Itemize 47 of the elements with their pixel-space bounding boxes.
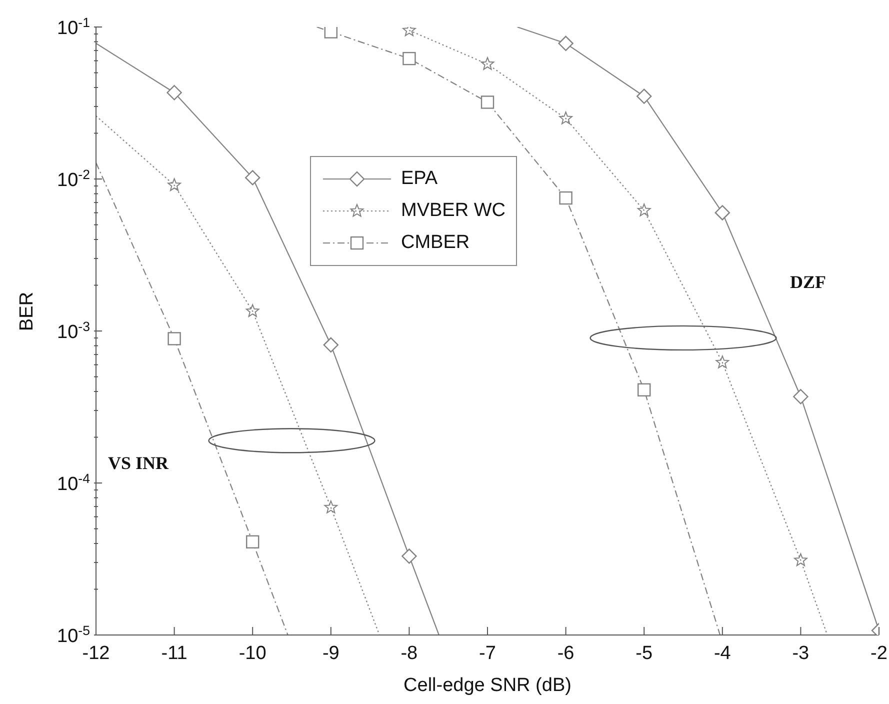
point — [716, 356, 730, 368]
point — [168, 178, 181, 191]
point — [559, 191, 572, 205]
x-tick-label: -2 — [870, 643, 888, 664]
point — [166, 85, 182, 100]
legend-label: EPA — [401, 168, 438, 190]
point — [480, 57, 494, 70]
x-tick-label: -3 — [792, 643, 810, 664]
y-axis-title: BER — [16, 292, 38, 331]
y-tick-label: 10$^{-3}$ — [57, 318, 90, 343]
point — [714, 205, 730, 220]
y-tick-label: 10$^{-4}$ — [57, 470, 90, 495]
annotation: DZF — [790, 272, 826, 293]
x-tick-label: -9 — [322, 643, 340, 664]
point — [793, 389, 808, 404]
point — [246, 535, 260, 548]
point — [794, 553, 808, 566]
line-series — [316, 27, 721, 635]
x-tick-label: -10 — [238, 643, 266, 664]
x-tick-label: -7 — [479, 643, 496, 664]
point — [324, 27, 338, 38]
point — [559, 112, 572, 124]
legend-label: MVBER WC — [401, 200, 506, 222]
line-series — [96, 162, 288, 635]
point — [636, 88, 652, 104]
x-tick-label: -8 — [400, 643, 418, 664]
point — [246, 304, 260, 317]
point — [402, 548, 417, 564]
y-tick-label: 10$^{-1}$ — [57, 14, 90, 39]
point — [323, 337, 338, 353]
point — [324, 500, 338, 514]
point — [402, 52, 416, 66]
point — [637, 204, 651, 216]
y-tick-label: 10$^{-2}$ — [57, 166, 90, 191]
x-tick-label: -5 — [636, 643, 653, 664]
point — [558, 36, 574, 51]
point — [245, 170, 260, 186]
point — [638, 383, 651, 396]
x-tick-label: -6 — [557, 643, 574, 664]
x-tick-label: -11 — [161, 643, 188, 664]
x-tick-label: -4 — [714, 643, 732, 664]
x-axis-title: Cell-edge SNR (dB) — [404, 675, 572, 696]
point — [480, 96, 494, 109]
legend-label: CMBER — [401, 232, 470, 254]
line-series — [96, 115, 380, 635]
point — [168, 332, 181, 346]
annotation: VS INR — [108, 453, 169, 474]
